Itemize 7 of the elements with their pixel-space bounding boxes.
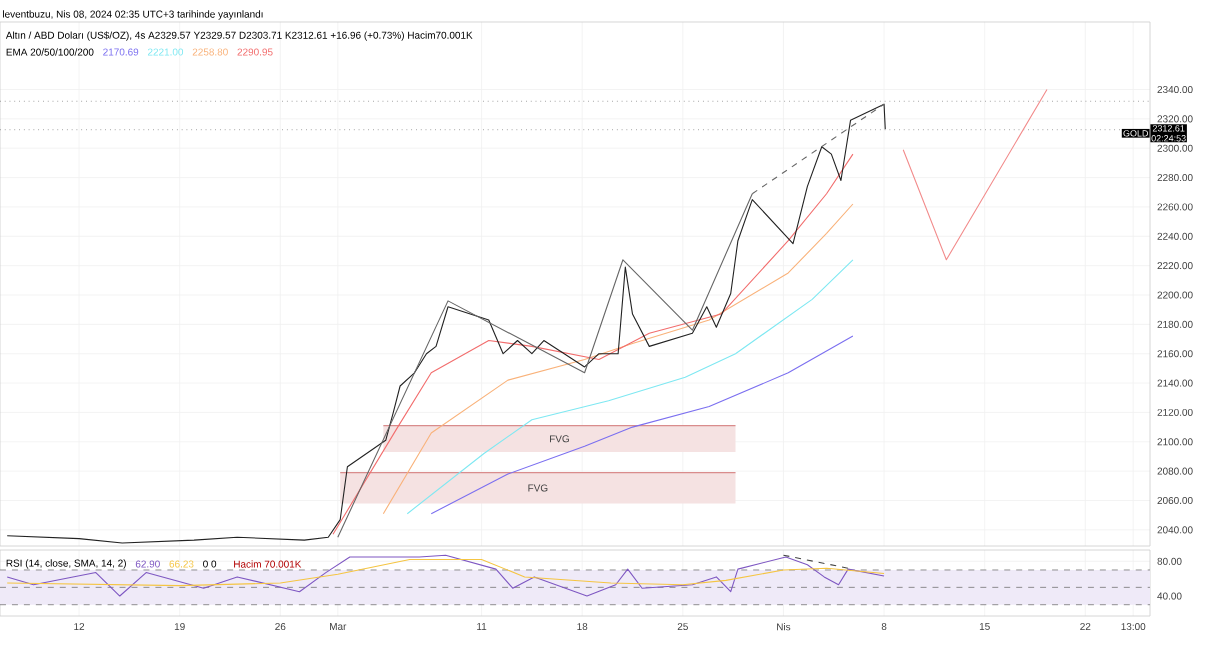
line-series — [6, 559, 885, 587]
line-series — [6, 103, 886, 544]
line-series — [430, 335, 854, 515]
line-series — [382, 203, 854, 515]
line-series — [6, 554, 885, 597]
line-series — [332, 153, 854, 535]
line-series — [406, 259, 854, 515]
